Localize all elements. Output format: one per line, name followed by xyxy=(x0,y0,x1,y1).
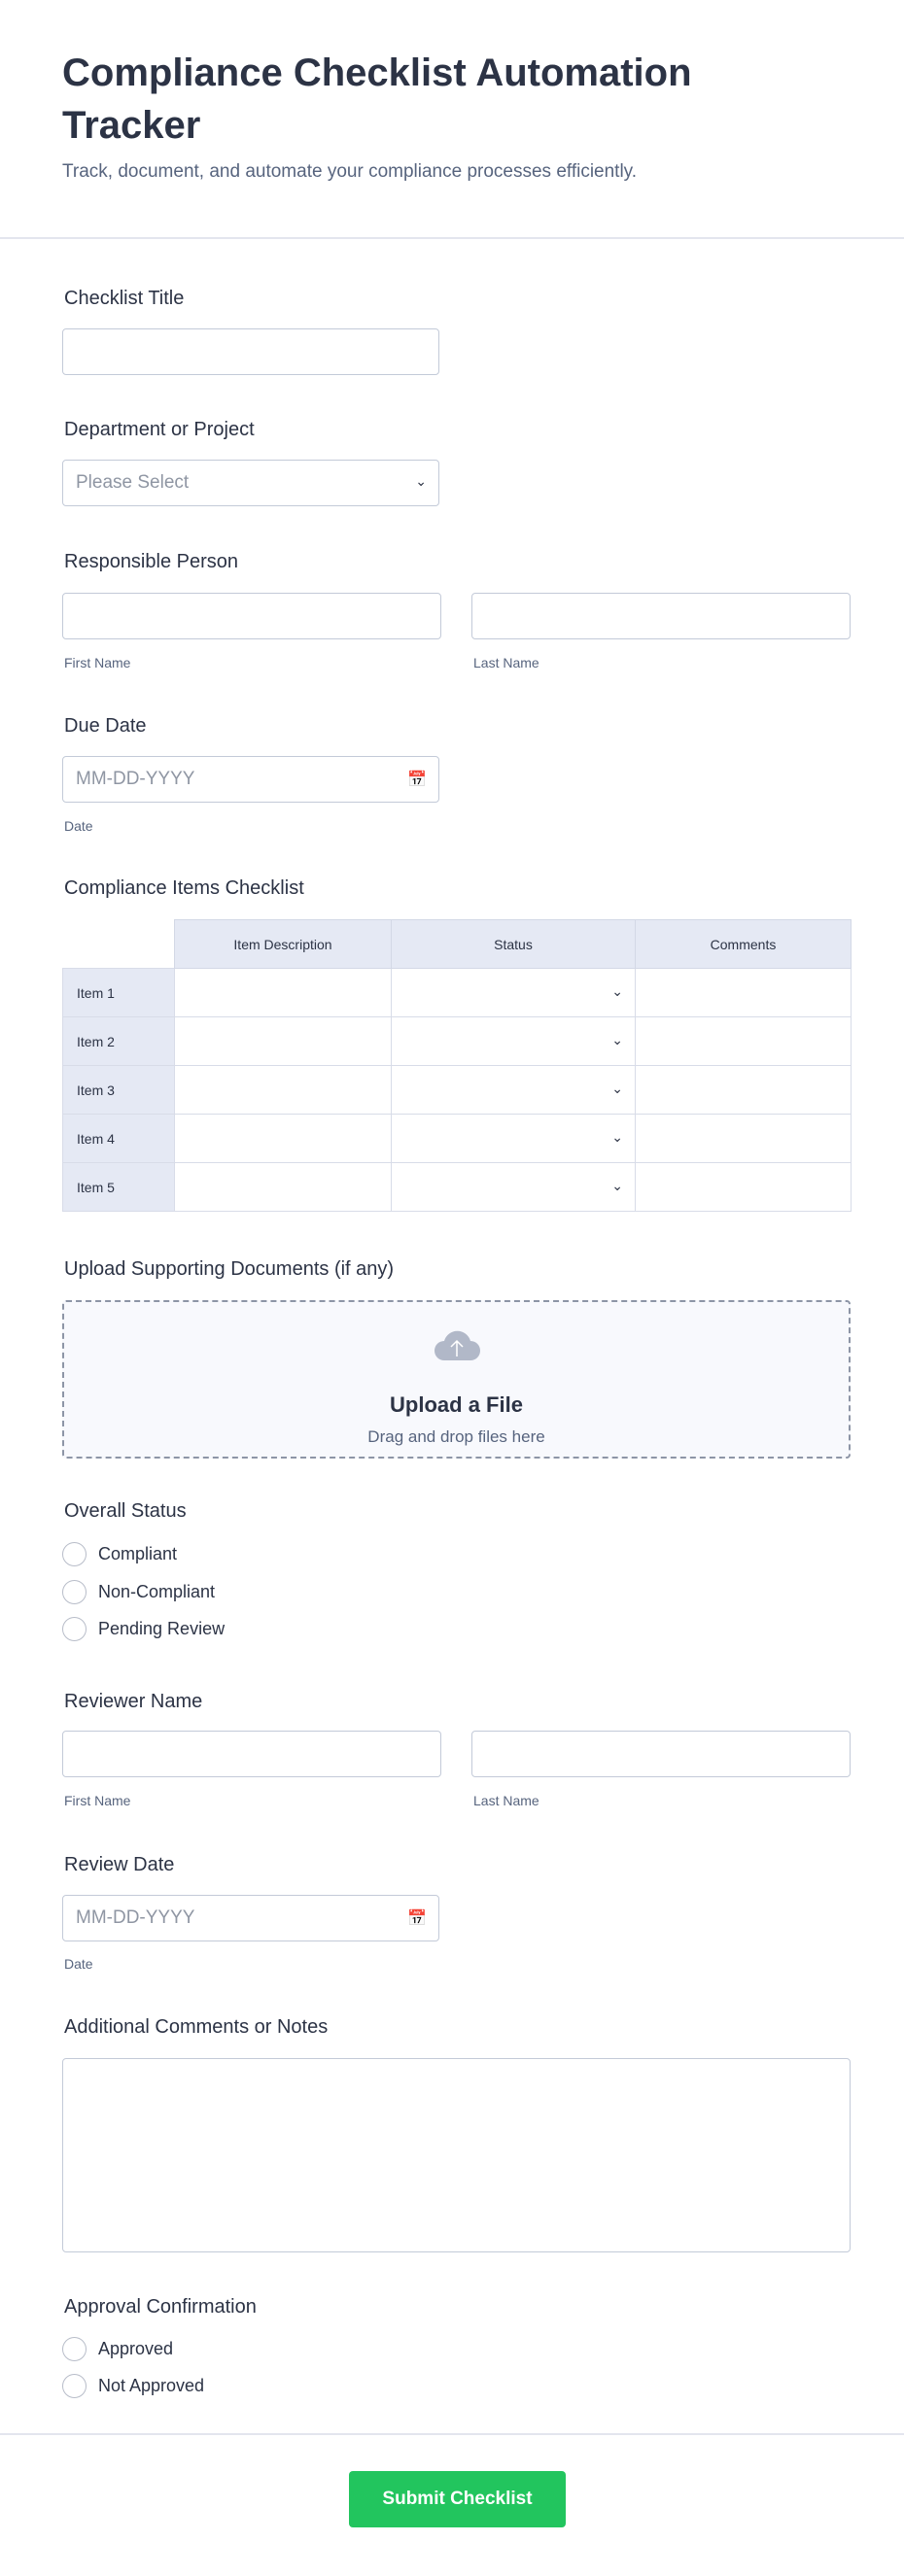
upload-label: Upload Supporting Documents (if any) xyxy=(64,1258,395,1280)
review-date-sublabel: Date xyxy=(64,1956,93,1972)
last-name-sublabel: Last Name xyxy=(473,655,539,670)
submit-button[interactable]: Submit Checklist xyxy=(349,2471,566,2527)
due-date-label: Due Date xyxy=(64,715,147,737)
status-select-cell[interactable]: ⌄ xyxy=(391,1065,636,1115)
compliance-table-label: Compliance Items Checklist xyxy=(64,877,304,899)
review-date-placeholder: MM-DD-YYYY xyxy=(76,1907,195,1928)
file-dropzone[interactable]: Upload a File Drag and drop files here xyxy=(62,1300,851,1459)
due-date-input[interactable]: MM-DD-YYYY 📅 xyxy=(62,756,439,803)
comments-cell[interactable] xyxy=(635,1016,852,1066)
radio-label: Not Approved xyxy=(98,2376,205,2395)
chevron-down-icon: ⌄ xyxy=(611,983,623,999)
checklist-title-input[interactable] xyxy=(62,328,439,375)
comments-cell[interactable] xyxy=(635,1065,852,1115)
row-header: Item 4 xyxy=(62,1114,175,1163)
radio-compliant[interactable]: Compliant xyxy=(62,1542,177,1566)
status-select-cell[interactable]: ⌄ xyxy=(391,1114,636,1163)
comments-cell[interactable] xyxy=(635,968,852,1017)
table-row: Item 1 ⌄ xyxy=(62,968,852,1017)
status-select-cell[interactable]: ⌄ xyxy=(391,1162,636,1212)
comments-cell[interactable] xyxy=(635,1162,852,1212)
row-header: Item 5 xyxy=(62,1162,175,1212)
corner-cell xyxy=(62,919,175,969)
last-name-sublabel: Last Name xyxy=(473,1793,539,1808)
due-date-placeholder: MM-DD-YYYY xyxy=(76,769,195,789)
calendar-icon[interactable]: 📅 xyxy=(407,772,427,788)
compliance-items-table: Item Description Status Comments Item 1 … xyxy=(62,919,852,1212)
cloud-upload-icon xyxy=(434,1330,480,1360)
reviewer-last-name-input[interactable] xyxy=(471,1731,851,1777)
row-header: Item 2 xyxy=(62,1016,175,1066)
status-select-cell[interactable]: ⌄ xyxy=(391,968,636,1017)
comments-textarea[interactable] xyxy=(62,2058,851,2252)
upload-hint: Drag and drop files here xyxy=(367,1427,545,1446)
table-row: Item 3 ⌄ xyxy=(62,1065,852,1115)
radio-approved[interactable]: Approved xyxy=(62,2337,173,2361)
first-name-sublabel: First Name xyxy=(64,1793,131,1808)
due-date-sublabel: Date xyxy=(64,818,93,834)
page-title: Compliance Checklist Automation Tracker xyxy=(62,52,692,147)
radio-circle[interactable] xyxy=(62,1542,87,1566)
department-select[interactable]: Please Select ⌄ xyxy=(62,460,439,506)
page-subtitle: Track, document, and automate your compl… xyxy=(62,161,638,182)
table-row: Item 4 ⌄ xyxy=(62,1114,852,1163)
radio-circle[interactable] xyxy=(62,2374,87,2398)
first-name-sublabel: First Name xyxy=(64,655,131,670)
column-header: Status xyxy=(391,919,636,969)
radio-pending-review[interactable]: Pending Review xyxy=(62,1617,225,1641)
radio-circle[interactable] xyxy=(62,1617,87,1641)
radio-label: Pending Review xyxy=(98,1619,226,1638)
review-date-input[interactable]: MM-DD-YYYY 📅 xyxy=(62,1895,439,1941)
row-header: Item 1 xyxy=(62,968,175,1017)
comments-label: Additional Comments or Notes xyxy=(64,2016,329,2038)
department-label: Department or Project xyxy=(64,419,255,440)
responsible-last-name-input[interactable] xyxy=(471,593,851,639)
status-select-cell[interactable]: ⌄ xyxy=(391,1016,636,1066)
radio-circle[interactable] xyxy=(62,2337,87,2361)
responsible-label: Responsible Person xyxy=(64,551,238,572)
chevron-down-icon: ⌄ xyxy=(611,1032,623,1048)
upload-title: Upload a File xyxy=(390,1392,523,1417)
checklist-title-label: Checklist Title xyxy=(64,288,185,309)
chevron-down-icon: ⌄ xyxy=(611,1081,623,1096)
responsible-first-name-input[interactable] xyxy=(62,593,441,639)
table-row: Item 2 ⌄ xyxy=(62,1016,852,1066)
item-description-cell[interactable] xyxy=(174,1016,392,1066)
reviewer-first-name-input[interactable] xyxy=(62,1731,441,1777)
divider xyxy=(0,237,904,239)
overall-status-label: Overall Status xyxy=(64,1500,187,1522)
radio-label: Non-Compliant xyxy=(98,1582,216,1601)
divider xyxy=(0,2433,904,2435)
item-description-cell[interactable] xyxy=(174,1065,392,1115)
radio-circle[interactable] xyxy=(62,1580,87,1604)
column-header: Item Description xyxy=(174,919,392,969)
column-header: Comments xyxy=(635,919,852,969)
department-placeholder: Please Select xyxy=(76,472,190,493)
chevron-down-icon: ⌄ xyxy=(611,1178,623,1193)
chevron-down-icon: ⌄ xyxy=(611,1129,623,1145)
radio-non-compliant[interactable]: Non-Compliant xyxy=(62,1580,215,1604)
radio-not-approved[interactable]: Not Approved xyxy=(62,2374,204,2398)
row-header: Item 3 xyxy=(62,1065,175,1115)
table-row: Item 5 ⌄ xyxy=(62,1162,852,1212)
item-description-cell[interactable] xyxy=(174,1162,392,1212)
item-description-cell[interactable] xyxy=(174,1114,392,1163)
radio-label: Approved xyxy=(98,2339,174,2358)
calendar-icon[interactable]: 📅 xyxy=(407,1910,427,1927)
radio-label: Compliant xyxy=(98,1544,178,1563)
approval-label: Approval Confirmation xyxy=(64,2296,257,2318)
review-date-label: Review Date xyxy=(64,1854,175,1875)
chevron-down-icon: ⌄ xyxy=(415,473,427,489)
comments-cell[interactable] xyxy=(635,1114,852,1163)
reviewer-label: Reviewer Name xyxy=(64,1691,203,1712)
item-description-cell[interactable] xyxy=(174,968,392,1017)
